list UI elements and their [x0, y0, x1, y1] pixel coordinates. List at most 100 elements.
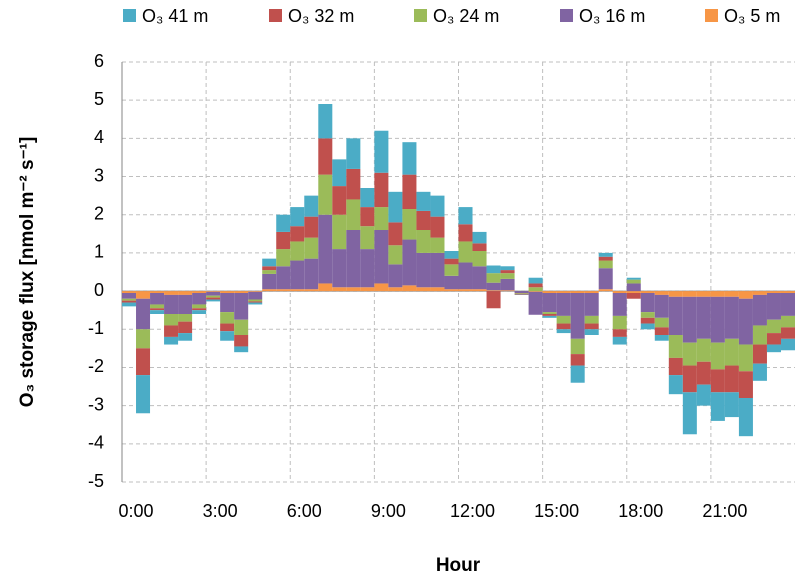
bar-segment [332, 249, 347, 288]
bar-segment [472, 251, 487, 267]
bar-segment [710, 369, 725, 393]
bar-segment [724, 338, 739, 366]
bar-segment [472, 266, 487, 290]
bar-segment [360, 287, 375, 292]
bar-segment [738, 371, 753, 398]
bar-segment [444, 275, 459, 290]
bar-segment [542, 291, 557, 293]
bar-segment [150, 291, 165, 293]
bar-segment [752, 294, 767, 326]
bar-segment [136, 298, 151, 330]
bar-segment [486, 290, 501, 292]
x-tick-label: 0:00 [118, 501, 153, 521]
bar-segment [626, 279, 641, 284]
bar-segment [542, 312, 557, 314]
bar-segment [626, 293, 641, 299]
bar-segment [542, 293, 557, 313]
bar-segment [724, 365, 739, 393]
bar-segment [528, 277, 543, 284]
bar-segment [318, 283, 333, 292]
bar-segment [304, 216, 319, 238]
bar-segment [318, 174, 333, 215]
bar-segment [752, 344, 767, 364]
bar-segment [136, 375, 151, 414]
bar-segment [528, 287, 543, 292]
bar-segment [164, 314, 179, 326]
y-tick-label: 0 [94, 280, 104, 300]
bar-segment [192, 304, 207, 309]
bar-segment [640, 291, 655, 293]
bar-segment [402, 142, 417, 175]
bar-segment [556, 291, 571, 293]
bar-segment [276, 266, 291, 290]
bar-segment [290, 289, 305, 292]
bar-segment [612, 315, 627, 330]
bar-segment [276, 289, 291, 292]
bar-segment [654, 335, 669, 341]
bar-segment [416, 191, 431, 211]
bar-segment [696, 291, 711, 297]
bar-segment [682, 392, 697, 435]
x-tick-label: 6:00 [287, 501, 322, 521]
x-tick-label: 18:00 [618, 501, 663, 521]
bar-segment [738, 291, 753, 299]
bar-segment [668, 335, 683, 358]
bar-segment [136, 348, 151, 376]
bar-segment [374, 283, 389, 292]
bar-segment [346, 168, 361, 200]
bar-segment [150, 310, 165, 314]
bar-segment [248, 299, 263, 302]
bar-segment [248, 302, 263, 305]
bar-segment [682, 342, 697, 366]
bar-segment [234, 291, 249, 293]
bar-segment [374, 130, 389, 173]
bar-segment [290, 241, 305, 261]
bar-segment [220, 293, 235, 313]
bar-segment [598, 289, 613, 292]
legend-label: O₃ 5 m [724, 6, 780, 26]
bar-segment [360, 226, 375, 250]
bar-segment [710, 296, 725, 343]
bar-segment [584, 293, 599, 316]
bar-segment [682, 365, 697, 393]
bar-segment [514, 293, 529, 294]
bar-segment [416, 252, 431, 288]
y-tick-label: -3 [88, 394, 104, 414]
bar-segment [248, 291, 263, 292]
bar-segment [458, 207, 473, 225]
bar-segment [710, 291, 725, 297]
legend-label: O₃ 24 m [433, 6, 499, 26]
bar-segment [318, 214, 333, 284]
bar-segment [780, 291, 795, 293]
legend-label: O₃ 16 m [579, 6, 645, 26]
y-tick-label: -4 [88, 433, 104, 453]
bar-segment [556, 293, 571, 316]
bar-segment [178, 291, 193, 295]
bar-segment [458, 262, 473, 290]
bar-segment [164, 336, 179, 345]
bar-segment [780, 338, 795, 351]
bar-segment [220, 323, 235, 332]
legend-swatch [560, 9, 573, 22]
bar-segment [430, 237, 445, 253]
bar-segment [290, 226, 305, 242]
bar-segment [444, 264, 459, 276]
bar-segment [766, 319, 781, 334]
y-tick-label: -1 [88, 318, 104, 338]
bar-segment [150, 308, 165, 311]
bar-segment [738, 344, 753, 372]
bar-segment [290, 260, 305, 290]
bar-segment [374, 172, 389, 208]
bar-segment [388, 287, 403, 292]
bar-segment [500, 266, 515, 271]
bar-segment [234, 335, 249, 347]
bar-segment [570, 338, 585, 355]
bar-segment [500, 290, 515, 292]
bar-segment [766, 333, 781, 345]
bar-segment [598, 252, 613, 257]
bar-segment [780, 315, 795, 328]
bar-segment [402, 209, 417, 240]
bar-segment [612, 336, 627, 345]
bar-segment [696, 384, 711, 406]
bar-segment [752, 291, 767, 295]
